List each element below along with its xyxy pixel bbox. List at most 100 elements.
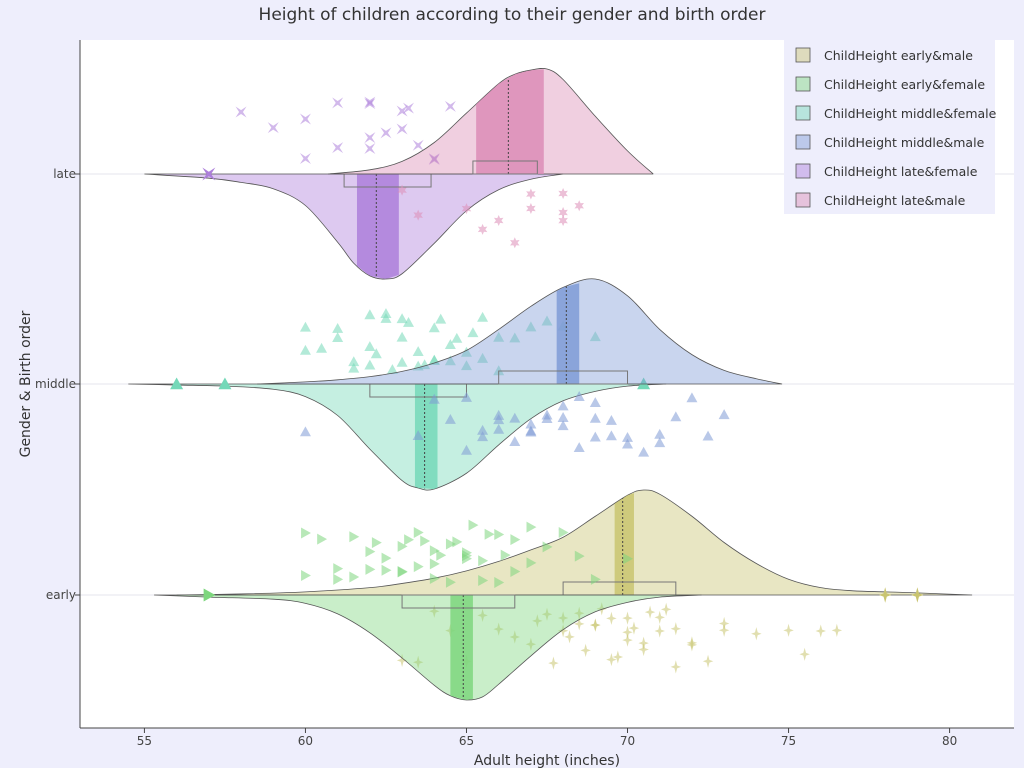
- strip-point-early_female: [397, 540, 408, 552]
- strip-point-early_male: [815, 624, 826, 638]
- strip-point-middle_male: [654, 437, 666, 448]
- strip-point-early_male: [670, 622, 682, 636]
- strip-point-early_female: [381, 564, 392, 576]
- legend-item-middle_female: ChildHeight middle&female: [795, 105, 997, 121]
- legend-item-early_female: ChildHeight early&female: [795, 76, 985, 92]
- legend-item-middle_male: ChildHeight middle&male: [795, 134, 985, 150]
- outlier-point-middle_female: [170, 377, 184, 390]
- strip-point-early_male: [660, 602, 672, 617]
- strip-point-early_female: [623, 553, 634, 565]
- strip-point-middle_female: [444, 339, 456, 350]
- strip-point-early_male: [654, 624, 665, 638]
- strip-point-middle_male: [493, 423, 505, 434]
- series-middle_female: [128, 308, 667, 491]
- strip-point-late_female: [332, 142, 344, 154]
- strip-point-early_male: [564, 630, 575, 644]
- strip-point-early_female: [462, 553, 472, 565]
- strip-point-early_female: [404, 534, 415, 546]
- strip-point-late_female: [412, 139, 424, 151]
- strip-point-early_female: [468, 519, 479, 531]
- mean-ci-band-middle_male: [556, 283, 580, 384]
- strip-point-early_male: [831, 623, 843, 637]
- strip-point-middle_female: [444, 355, 456, 366]
- strip-point-middle_male: [477, 424, 489, 435]
- outlier-point-early_male: [878, 587, 892, 603]
- strip-point-late_female: [332, 97, 344, 109]
- strip-point-early_female: [484, 528, 495, 540]
- legend-swatch: [795, 76, 811, 92]
- mean-ci-band-early_female: [450, 595, 473, 700]
- legend-label: ChildHeight late&female: [824, 164, 978, 179]
- strip-point-middle_male: [509, 412, 521, 423]
- strip-point-early_male: [606, 652, 617, 667]
- strip-point-middle_male: [412, 430, 424, 440]
- strip-point-late_female: [235, 106, 247, 118]
- strip-point-early_male: [396, 653, 408, 667]
- strip-point-middle_male: [589, 431, 601, 442]
- strip-point-middle_female: [493, 331, 505, 342]
- strip-point-middle_male: [573, 442, 585, 452]
- strip-point-early_male: [445, 624, 456, 638]
- legend-swatch: [795, 105, 811, 121]
- strip-point-early_female: [526, 557, 537, 569]
- strip-point-middle_male: [428, 393, 440, 404]
- strip-point-early_female: [317, 533, 328, 545]
- strip-point-middle_male: [686, 392, 698, 403]
- strip-point-middle_male: [525, 426, 537, 437]
- strip-point-early_male: [686, 636, 698, 650]
- strip-point-middle_male: [299, 426, 311, 437]
- y-axis-ticks: early middle late: [35, 167, 80, 602]
- strip-point-early_male: [670, 660, 682, 674]
- strip-point-middle_male: [460, 444, 472, 455]
- strip-point-middle_female: [460, 360, 472, 371]
- strip-point-early_female: [429, 558, 440, 570]
- strip-point-middle_male: [541, 413, 553, 423]
- y-tick-label: middle: [35, 377, 76, 391]
- strip-point-late_male: [526, 188, 536, 200]
- strip-point-early_female: [365, 546, 376, 558]
- strip-point-middle_female: [525, 321, 537, 332]
- strip-point-middle_female: [299, 344, 311, 355]
- strip-point-late_male: [413, 209, 423, 221]
- strip-point-early_male: [525, 637, 537, 651]
- strip-point-middle_male: [589, 412, 601, 423]
- series-early_male: [176, 489, 973, 674]
- strip-point-late_female: [364, 132, 376, 144]
- strip-point-early_male: [541, 607, 553, 621]
- strip-point-middle_female: [386, 364, 398, 375]
- strip-point-early_female: [413, 561, 424, 573]
- strip-point-early_male: [606, 611, 617, 625]
- strip-point-middle_male: [525, 418, 537, 429]
- strip-point-early_female: [429, 572, 440, 584]
- strip-point-late_female: [403, 102, 415, 114]
- strip-point-early_male: [783, 623, 794, 637]
- strip-point-early_male: [493, 622, 504, 636]
- strip-point-early_female: [365, 563, 376, 575]
- strip-point-early_female: [526, 521, 537, 533]
- x-axis-ticks: 55 60 65 70 75 80: [137, 728, 957, 748]
- strip-point-late_female: [364, 143, 376, 155]
- strip-point-late_male: [574, 200, 584, 212]
- mean-ci-band-late_female: [356, 174, 399, 279]
- strip-point-middle_female: [477, 311, 489, 322]
- violin-early_male: [176, 489, 973, 596]
- strip-point-middle_male: [493, 414, 505, 425]
- strip-point-middle_male: [638, 446, 650, 457]
- strip-point-early_male: [638, 636, 649, 650]
- mean-ci-band-middle_female: [414, 384, 438, 489]
- strip-point-early_female: [510, 534, 521, 546]
- strip-point-middle_female: [364, 341, 376, 352]
- strip-point-late_female: [396, 123, 408, 135]
- legend-background: [784, 40, 995, 214]
- strip-point-early_female: [333, 563, 344, 575]
- strip-point-late_female: [428, 153, 440, 165]
- strip-point-early_male: [509, 630, 521, 644]
- strip-point-early_male: [702, 654, 714, 668]
- outlier-point-early_male: [911, 587, 924, 603]
- strip-point-late_male: [558, 206, 568, 218]
- strip-point-late_male: [493, 214, 504, 226]
- strip-point-late_female: [299, 113, 311, 125]
- violin-late_female: [144, 173, 564, 280]
- strip-point-middle_female: [364, 359, 376, 370]
- strip-point-middle_male: [444, 413, 456, 424]
